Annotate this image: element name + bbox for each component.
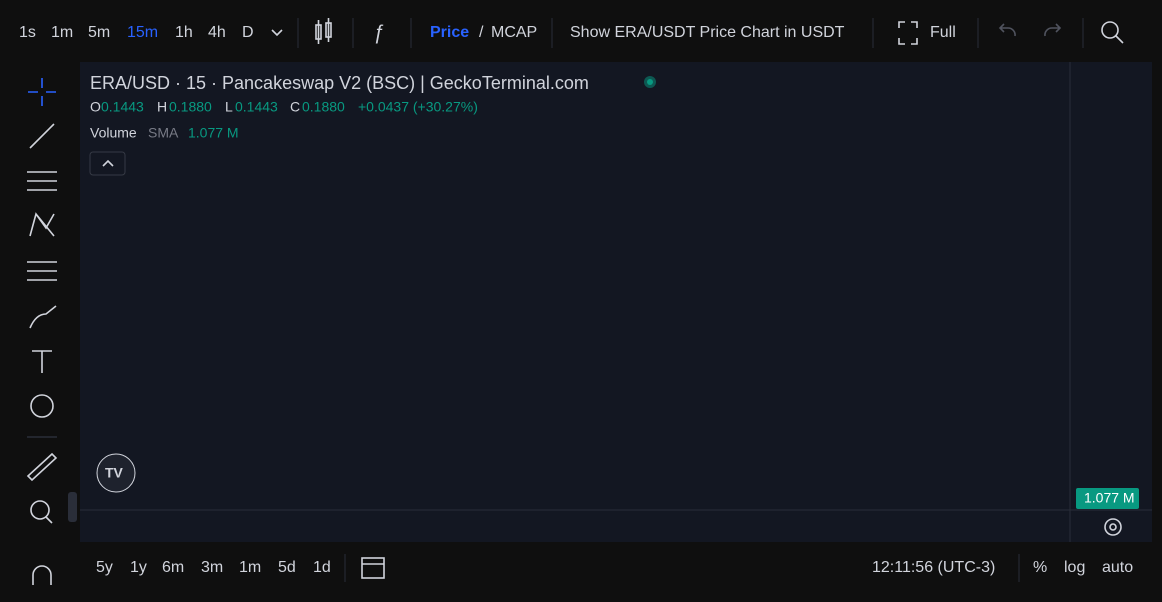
- separator: /: [479, 24, 484, 41]
- forecast-tool[interactable]: [27, 261, 57, 281]
- price-toggle[interactable]: Price: [430, 24, 469, 41]
- plot-area: [80, 62, 1070, 510]
- redo-icon[interactable]: [1044, 23, 1062, 37]
- settings-icon[interactable]: [1104, 518, 1122, 536]
- top-toolbar: 1s 1m 5m 15m 1h 4h D ƒ Price / MCAP Show…: [19, 18, 1124, 48]
- sma-label: SMA: [148, 125, 179, 141]
- log-toggle[interactable]: log: [1064, 559, 1085, 576]
- mcap-toggle[interactable]: MCAP: [491, 24, 537, 41]
- volume-label: Volume: [90, 125, 137, 141]
- tv-logo[interactable]: [96, 453, 136, 493]
- magnet-tool[interactable]: [32, 565, 52, 585]
- collapse-legend[interactable]: [89, 151, 126, 176]
- zoom-tool[interactable]: [30, 500, 53, 524]
- ruler-tool[interactable]: [26, 452, 58, 482]
- interval[interactable]: 1h: [175, 24, 193, 41]
- range[interactable]: 1d: [313, 559, 331, 576]
- crosshair-tool[interactable]: [28, 78, 56, 106]
- emoji-tool[interactable]: [30, 394, 54, 418]
- ohlc-value: 0.1880: [169, 99, 212, 115]
- brush-tool[interactable]: [29, 305, 57, 329]
- left-toolbar: [26, 78, 58, 585]
- text-tool[interactable]: [32, 350, 52, 373]
- volume-badge-text: 1.077 M: [1084, 490, 1135, 506]
- usdt-button[interactable]: Show ERA/USDT Price Chart in USDT: [570, 24, 845, 41]
- ohlc-label: H: [157, 99, 167, 115]
- ohlc-legend: O 0.1443 H 0.1880 L 0.1443 C 0.1880 +0.0…: [90, 99, 478, 115]
- interval[interactable]: D: [242, 24, 254, 41]
- auto-toggle[interactable]: auto: [1102, 559, 1133, 576]
- range[interactable]: 3m: [201, 559, 223, 576]
- range[interactable]: 1y: [130, 559, 147, 576]
- ohlc-label: L: [225, 99, 233, 115]
- undo-icon[interactable]: [998, 23, 1016, 37]
- ohlc-change: +0.0437 (+30.27%): [358, 99, 478, 115]
- range[interactable]: 1m: [239, 559, 261, 576]
- interval-active[interactable]: 15m: [127, 24, 158, 41]
- percent-toggle[interactable]: %: [1033, 559, 1047, 576]
- time-axis: [80, 510, 1152, 542]
- tv-logo-text: TV: [105, 465, 124, 481]
- pattern-tool[interactable]: [29, 212, 55, 237]
- range[interactable]: 5y: [96, 559, 113, 576]
- candles-icon[interactable]: [315, 18, 332, 44]
- ohlc-label: O: [90, 99, 101, 115]
- dropdown-icon[interactable]: [271, 29, 283, 37]
- bottom-bar: 5y 1y 6m 3m 1m 5d 1d 12:11:56 (UTC-3) % …: [96, 554, 1133, 582]
- chevron-up: [102, 159, 114, 167]
- full-button[interactable]: Full: [930, 24, 956, 41]
- collapse-handle[interactable]: [68, 492, 77, 522]
- ohlc-label: C: [290, 99, 300, 115]
- indicators-icon[interactable]: ƒ: [373, 21, 384, 43]
- ohlc-value: 0.1880: [302, 99, 345, 115]
- price-axis: [1070, 62, 1152, 510]
- volume-badge: [1076, 488, 1139, 509]
- interval[interactable]: 5m: [88, 24, 110, 41]
- search-icon[interactable]: [1101, 21, 1124, 44]
- fullscreen-icon[interactable]: [898, 21, 918, 45]
- goto-date-icon[interactable]: [361, 557, 385, 579]
- volume-value: 1.077 M: [188, 125, 239, 141]
- ohlc-value: 0.1443: [235, 99, 278, 115]
- line-tool[interactable]: [29, 123, 55, 149]
- clock: 12:11:56 (UTC-3): [872, 559, 995, 576]
- interval[interactable]: 1m: [51, 24, 73, 41]
- range[interactable]: 5d: [278, 559, 296, 576]
- status-dot: [647, 79, 653, 85]
- fib-tool[interactable]: [27, 171, 57, 191]
- interval[interactable]: 4h: [208, 24, 226, 41]
- ohlc-value: 0.1443: [101, 99, 144, 115]
- interval[interactable]: 1s: [19, 24, 36, 41]
- range[interactable]: 6m: [162, 559, 184, 576]
- legend-title: ERA/USD · 15 · Pancakeswap V2 (BSC) | Ge…: [90, 73, 589, 93]
